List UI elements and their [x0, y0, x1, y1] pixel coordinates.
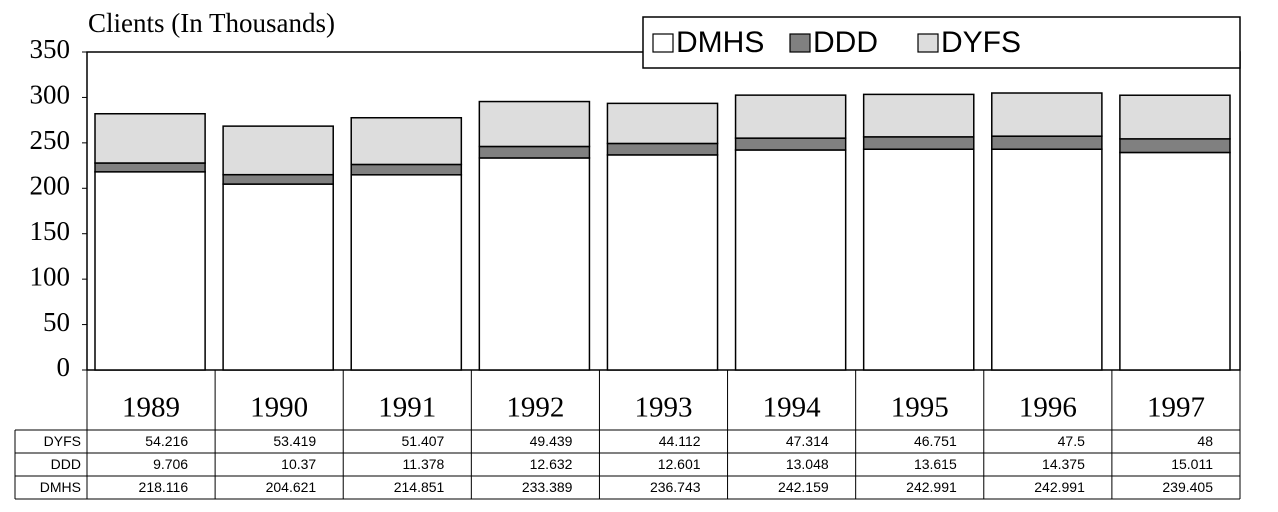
bar-segment — [478, 157, 591, 371]
bar-segment — [1119, 138, 1231, 154]
bar-segment — [606, 102, 719, 145]
table-cell: 236.743 — [650, 479, 701, 495]
legend-label: DYFS — [941, 26, 1021, 59]
table-cell: 54.216 — [145, 433, 188, 449]
x-tick-label: 1992 — [506, 392, 564, 424]
table-cell: 12.601 — [658, 456, 701, 472]
bar-segment — [478, 145, 591, 159]
y-tick-label: 300 — [30, 80, 71, 110]
table-cell: 46.751 — [914, 433, 957, 449]
bar-segment — [478, 100, 591, 148]
table-cell: 15.011 — [1171, 456, 1213, 472]
x-tick-label: 1990 — [250, 392, 308, 424]
table-cell: 44.112 — [659, 433, 701, 449]
y-tick-label: 200 — [30, 170, 71, 200]
table-cell: 12.632 — [530, 456, 573, 472]
table-cell: 233.389 — [522, 479, 573, 495]
y-tick-label: 50 — [43, 307, 70, 337]
table-cell: 214.851 — [394, 479, 445, 495]
bar-segment — [606, 154, 719, 371]
x-tick-label: 1989 — [122, 392, 180, 424]
legend-label: DMHS — [676, 26, 764, 59]
table-cell: 242.159 — [778, 479, 829, 495]
bar-segment — [862, 148, 975, 371]
y-tick-label: 100 — [30, 261, 71, 291]
bar-segment — [222, 173, 334, 185]
table-cell: 51.407 — [402, 433, 445, 449]
bar-segment — [991, 135, 1103, 150]
table-cell: 218.116 — [139, 479, 189, 495]
table-cell: 239.405 — [1162, 479, 1213, 495]
table-cell: 47.314 — [786, 433, 829, 449]
table-cell: 242.991 — [1034, 479, 1085, 495]
x-tick-label: 1997 — [1147, 392, 1205, 424]
bar-segment — [1119, 151, 1231, 371]
table-cell: 13.048 — [786, 456, 829, 472]
y-tick-label: 350 — [30, 34, 71, 64]
bar-segment — [606, 142, 719, 156]
table-cell: 48 — [1197, 433, 1213, 449]
bar-segment — [734, 137, 847, 151]
bar-segment — [1119, 94, 1231, 140]
legend-swatch — [652, 33, 674, 53]
y-tick-label: 150 — [30, 216, 71, 246]
legend-swatch — [789, 33, 811, 53]
table-cell: 9.706 — [153, 456, 188, 472]
x-tick-label: 1996 — [1019, 392, 1077, 424]
legend-swatch — [917, 33, 939, 53]
bar-segment — [350, 163, 463, 176]
y-axis-label: Clients (In Thousands) — [88, 8, 335, 38]
bar-segment — [350, 116, 463, 166]
table-cell: 10.37 — [281, 456, 316, 472]
bar-segment — [94, 112, 206, 164]
table-cell: 13.615 — [914, 456, 957, 472]
y-tick-label: 250 — [30, 125, 71, 155]
bar-segment — [991, 92, 1103, 137]
table-cell: 204.621 — [266, 479, 317, 495]
x-tick-label: 1991 — [378, 392, 436, 424]
bar-segment — [94, 171, 206, 371]
bar-segment — [222, 125, 334, 176]
legend-label: DDD — [813, 26, 878, 59]
table-cell: 14.375 — [1042, 456, 1085, 472]
bar-segment — [222, 183, 334, 371]
bar-segment — [734, 149, 847, 371]
table-cell: 47.5 — [1058, 433, 1085, 449]
table-row-label: DDD — [51, 456, 81, 472]
table-cell: 11.378 — [403, 456, 445, 472]
table-cell: 53.419 — [273, 433, 316, 449]
bar-segment — [991, 148, 1103, 371]
table-row-label: DYFS — [44, 433, 81, 449]
table-cell: 49.439 — [530, 433, 573, 449]
y-tick-label: 0 — [57, 352, 71, 382]
bar-segment — [350, 174, 463, 371]
bar-segment — [862, 93, 975, 138]
x-tick-label: 1995 — [891, 392, 949, 424]
x-tick-label: 1994 — [763, 392, 822, 424]
bar-segment — [862, 136, 975, 150]
bar-segment — [94, 162, 206, 173]
bar-segment — [734, 94, 847, 139]
table-cell: 242.991 — [906, 479, 957, 495]
table-row-label: DMHS — [40, 479, 81, 495]
legend-box — [642, 16, 1241, 69]
x-tick-label: 1993 — [635, 392, 693, 424]
